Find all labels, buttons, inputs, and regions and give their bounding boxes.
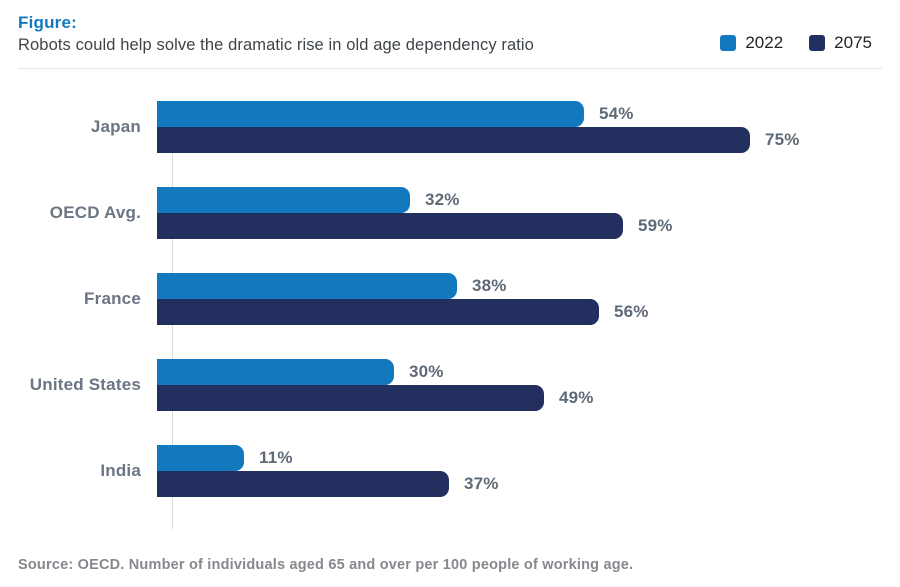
chart-row: France 38% 56% bbox=[0, 273, 900, 325]
chart-row: India 11% 37% bbox=[0, 445, 900, 497]
bar-2022-france bbox=[157, 273, 457, 299]
figure-label: Figure: bbox=[18, 13, 78, 32]
bar-chart: Japan 54% 75% OECD Avg. 32% 59% France 38% 56% Un… bbox=[0, 101, 900, 529]
category-label: OECD Avg. bbox=[49, 203, 141, 222]
bar-value-label: 11% bbox=[259, 448, 293, 467]
bar-line: 11% bbox=[157, 445, 900, 471]
legend-swatch-icon bbox=[809, 35, 826, 51]
bar-line: 56% bbox=[157, 299, 900, 325]
category-label: India bbox=[100, 461, 141, 480]
bar-group: 11% 37% bbox=[157, 445, 900, 497]
source-note: Source: OECD. Number of individuals aged… bbox=[18, 557, 634, 573]
bar-line: 37% bbox=[157, 471, 900, 497]
legend-label: 2022 bbox=[745, 33, 784, 52]
chart-row: OECD Avg. 32% 59% bbox=[0, 187, 900, 239]
legend-swatch-icon bbox=[720, 35, 737, 51]
legend-item-2022: 2022 bbox=[720, 33, 783, 53]
bar-2022-united-states bbox=[157, 359, 394, 385]
bar-line: 59% bbox=[157, 213, 900, 239]
bar-2075-japan bbox=[157, 127, 750, 153]
bar-line: 54% bbox=[157, 101, 900, 127]
bar-2022-india bbox=[157, 445, 244, 471]
bar-2075-india bbox=[157, 471, 449, 497]
bar-value-label: 59% bbox=[638, 216, 673, 235]
category-label: United States bbox=[29, 375, 141, 394]
figure-header: Figure: Robots could help solve the dram… bbox=[18, 0, 882, 69]
bar-value-label: 32% bbox=[425, 190, 460, 209]
bar-value-label: 30% bbox=[409, 362, 444, 381]
bar-value-label: 37% bbox=[464, 474, 499, 493]
bar-2022-japan bbox=[157, 101, 584, 127]
figure-title: Robots could help solve the dramatic ris… bbox=[18, 36, 534, 54]
bar-2075-oecd-avg- bbox=[157, 213, 623, 239]
bar-group: 32% 59% bbox=[157, 187, 900, 239]
legend-item-2075: 2075 bbox=[809, 33, 872, 53]
bar-line: 49% bbox=[157, 385, 900, 411]
bar-line: 32% bbox=[157, 187, 900, 213]
bar-2022-oecd-avg- bbox=[157, 187, 410, 213]
bar-line: 30% bbox=[157, 359, 900, 385]
bar-value-label: 75% bbox=[765, 130, 800, 149]
legend-label: 2075 bbox=[834, 33, 872, 52]
bar-line: 38% bbox=[157, 273, 900, 299]
bar-group: 30% 49% bbox=[157, 359, 900, 411]
bar-value-label: 54% bbox=[599, 104, 634, 123]
category-label: Japan bbox=[90, 117, 141, 136]
chart-row: Japan 54% 75% bbox=[0, 101, 900, 153]
category-label: France bbox=[84, 289, 141, 308]
bar-group: 38% 56% bbox=[157, 273, 900, 325]
bar-group: 54% 75% bbox=[157, 101, 900, 153]
chart-legend: 2022 2075 bbox=[720, 33, 882, 55]
title-block: Figure: Robots could help solve the dram… bbox=[18, 13, 534, 55]
bar-2075-united-states bbox=[157, 385, 544, 411]
chart-row: United States 30% 49% bbox=[0, 359, 900, 411]
bar-value-label: 38% bbox=[472, 276, 507, 295]
bar-2075-france bbox=[157, 299, 599, 325]
bar-value-label: 56% bbox=[614, 302, 649, 321]
bar-value-label: 49% bbox=[559, 388, 594, 407]
bar-line: 75% bbox=[157, 127, 900, 153]
